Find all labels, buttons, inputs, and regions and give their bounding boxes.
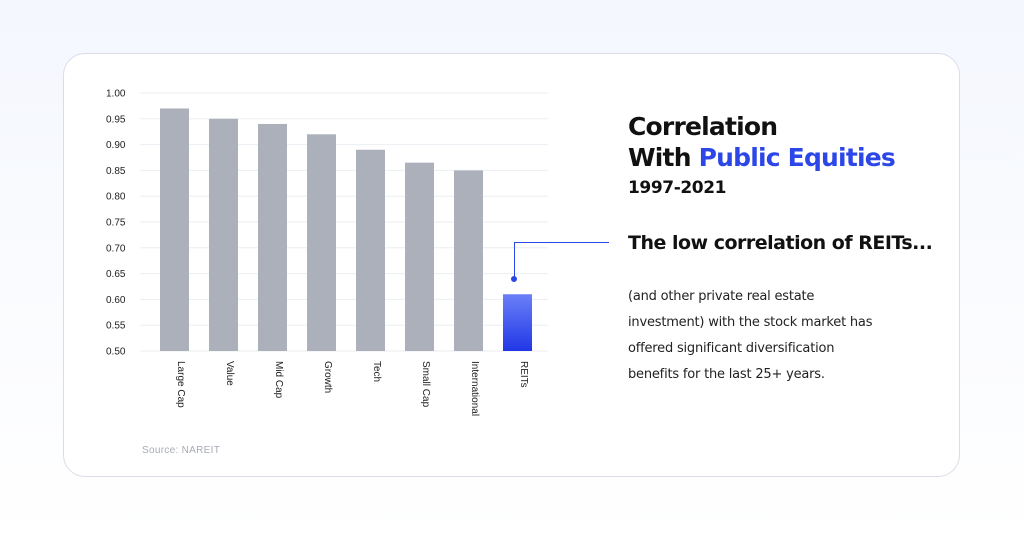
y-tick-label: 0.85 xyxy=(106,166,126,177)
x-category-label: Small Cap xyxy=(420,361,431,408)
y-tick-label: 1.00 xyxy=(106,89,126,100)
y-tick-label: 0.95 xyxy=(106,114,126,125)
bar-growth xyxy=(307,134,336,351)
title-years: 1997-2021 xyxy=(628,178,727,198)
y-tick-label: 0.80 xyxy=(106,192,126,203)
y-tick-label: 0.55 xyxy=(106,321,126,332)
body-text: (and other private real estate investmen… xyxy=(628,289,873,382)
bar-mid-cap xyxy=(258,123,287,352)
subtitle: The low correlation of REITs... xyxy=(628,232,933,254)
x-category-label: International xyxy=(469,361,480,416)
y-tick-label: 0.90 xyxy=(106,140,126,151)
y-tick-label: 0.65 xyxy=(106,269,126,280)
title-line-1: Correlation xyxy=(628,112,778,141)
bar-small-cap xyxy=(405,162,434,351)
y-tick-label: 0.50 xyxy=(106,347,126,358)
x-category-label: Large Cap xyxy=(175,361,186,408)
title-line-2: With Public Equities xyxy=(628,142,896,173)
x-category-label: Growth xyxy=(322,361,333,393)
bar-tech xyxy=(356,149,385,351)
callout-line-vertical xyxy=(514,242,515,278)
bar-international xyxy=(454,170,483,351)
y-tick-label: 0.70 xyxy=(106,243,126,254)
y-tick-label: 0.75 xyxy=(106,218,126,229)
title-prefix: With xyxy=(628,143,699,172)
bar-large-cap xyxy=(160,108,189,351)
x-category-label: Tech xyxy=(371,361,382,382)
x-category-label: Mid Cap xyxy=(273,361,284,399)
x-category-label: REITs xyxy=(518,361,529,388)
bar-value xyxy=(209,118,238,351)
title-accent: Public Equities xyxy=(698,143,896,172)
callout-dot xyxy=(511,276,517,282)
bar-reits xyxy=(503,294,532,351)
callout-line-horizontal xyxy=(514,242,609,243)
x-category-label: Value xyxy=(224,361,235,386)
title-block: Correlation With Public Equities 1997-20… xyxy=(628,111,896,201)
y-tick-label: 0.60 xyxy=(106,295,126,306)
source-note: Source: NAREIT xyxy=(142,445,221,456)
